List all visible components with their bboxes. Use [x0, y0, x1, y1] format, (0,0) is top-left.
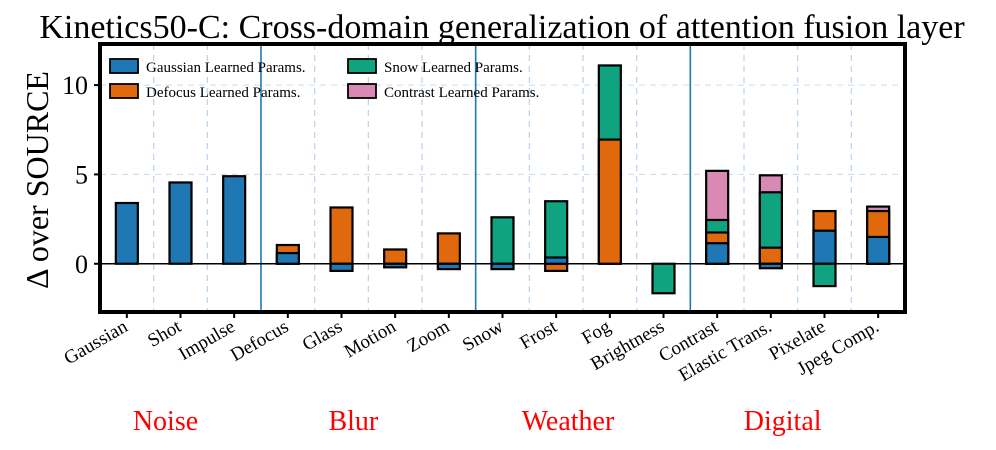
legend: Gaussian Learned Params. Defocus Learned …	[109, 58, 539, 101]
bar-snow-gaussian-learned-params	[490, 262, 515, 271]
bar-pixelate-snow-learned-params	[812, 262, 837, 288]
bar-glass-gaussian-learned-params	[329, 262, 354, 273]
bar-brightness-snow-learned-params	[651, 262, 676, 295]
y-axis-label: Δ over SOURCE	[19, 71, 55, 289]
legend-label-gaussian-learned-params: Gaussian Learned Params.	[146, 60, 306, 76]
group-label-weather: Weather	[522, 406, 615, 437]
bar-impulse-gaussian-learned-params	[222, 175, 247, 265]
chart-title: Kinetics50-C: Cross-domain generalizatio…	[39, 9, 965, 46]
bar-frost-snow-learned-params	[544, 200, 569, 265]
bar-glass-defocus-learned-params	[329, 206, 354, 265]
x-tick-label-gaussian: Gaussian	[61, 316, 132, 369]
group-labels: Noise Blur Weather Digital	[133, 406, 822, 437]
bar-zoom-defocus-learned-params	[436, 232, 461, 265]
x-tick-label-motion: Motion	[341, 316, 400, 362]
x-tick-label-impulse: Impulse	[175, 316, 239, 365]
bar-motion-defocus-learned-params	[383, 248, 408, 265]
x-tick-label-frost: Frost	[516, 316, 561, 354]
y-tick-label: 0	[75, 250, 88, 279]
legend-label-snow-learned-params: Snow Learned Params.	[384, 60, 523, 76]
legend-swatch-gaussian-learned-params	[109, 58, 139, 74]
legend-swatch-snow-learned-params	[347, 58, 377, 74]
group-label-blur: Blur	[328, 406, 378, 437]
x-tick-label-glass: Glass	[299, 316, 346, 355]
x-tick-label-snow: Snow	[459, 316, 507, 356]
legend-label-defocus-learned-params: Defocus Learned Params.	[146, 85, 301, 101]
legend-label-contrast-learned-params: Contrast Learned Params.	[384, 85, 539, 101]
x-tick-label-zoom: Zoom	[404, 316, 454, 357]
group-label-noise: Noise	[133, 406, 198, 437]
group-label-digital: Digital	[744, 406, 822, 437]
y-tick-label: 5	[75, 160, 88, 189]
bar-elastic-trans-defocus-learned-params	[758, 246, 783, 265]
bar-shot-gaussian-learned-params	[168, 181, 193, 265]
bar-pixelate-gaussian-learned-params	[812, 229, 837, 265]
bar-jpeg-comp-gaussian-learned-params	[866, 235, 891, 265]
bar-defocus-gaussian-learned-params	[275, 251, 300, 265]
bar-zoom-gaussian-learned-params	[436, 262, 461, 271]
x-tick-label-defocus: Defocus	[227, 316, 292, 366]
bar-contrast-gaussian-learned-params	[705, 242, 730, 265]
bar-elastic-trans-gaussian-learned-params	[758, 262, 783, 270]
legend-swatch-defocus-learned-params	[109, 83, 139, 99]
legend-swatch-contrast-learned-params	[347, 83, 377, 99]
y-tick-label: 10	[62, 71, 88, 100]
bar-frost-gaussian-learned-params	[544, 256, 569, 265]
bar-gaussian-gaussian-learned-params	[114, 201, 139, 265]
bar-motion-gaussian-learned-params	[383, 262, 408, 269]
bar-fog-defocus-learned-params	[597, 138, 622, 265]
bar-snow-snow-learned-params	[490, 216, 515, 265]
